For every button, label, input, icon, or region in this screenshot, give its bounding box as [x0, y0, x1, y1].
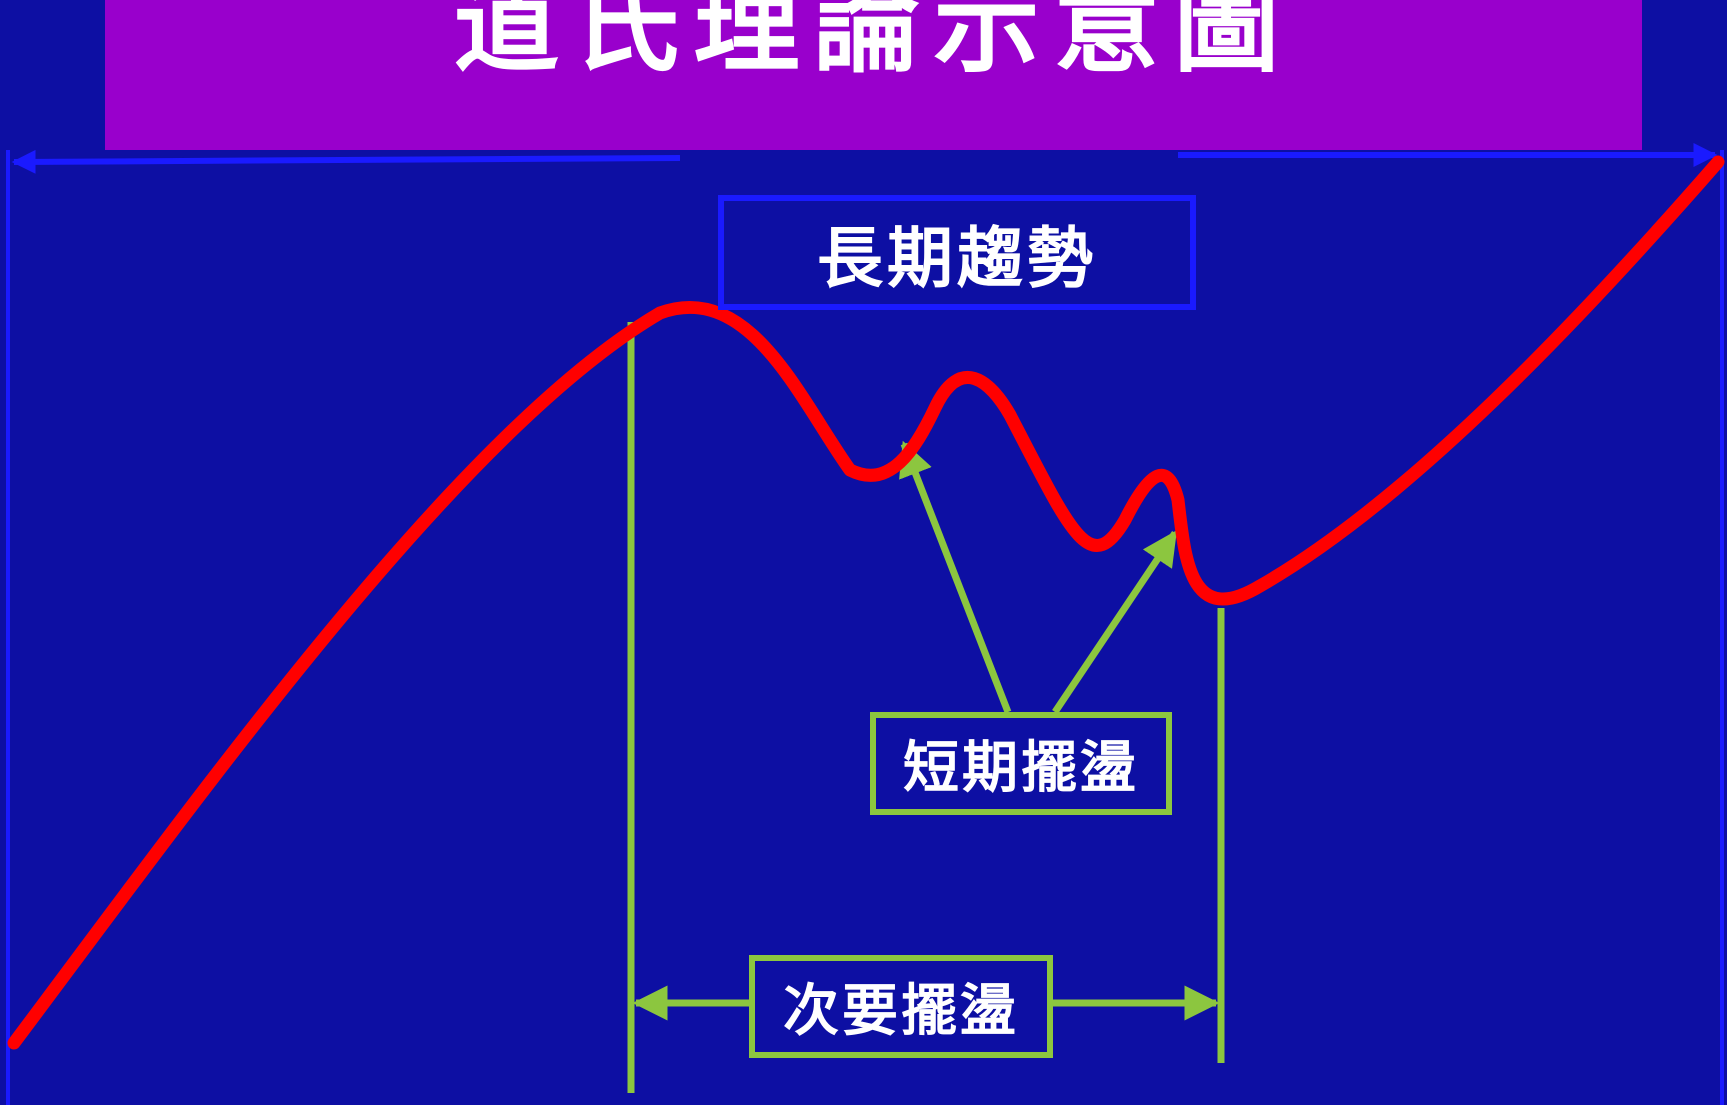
long-term-arrow-left	[11, 149, 681, 174]
short-term-swing-label: 短期擺盪	[870, 712, 1172, 815]
title-bar: 道氏理論示意圖	[105, 0, 1642, 150]
trend-curve	[7, 155, 1725, 1050]
long-term-trend-label: 長期趨勢	[718, 195, 1196, 310]
secondary-swing-label: 次要擺盪	[749, 955, 1053, 1058]
short-term-arrow-1	[899, 440, 1012, 714]
page-title: 道氏理論示意圖	[453, 0, 1294, 87]
short-term-arrow-2	[1052, 530, 1178, 714]
